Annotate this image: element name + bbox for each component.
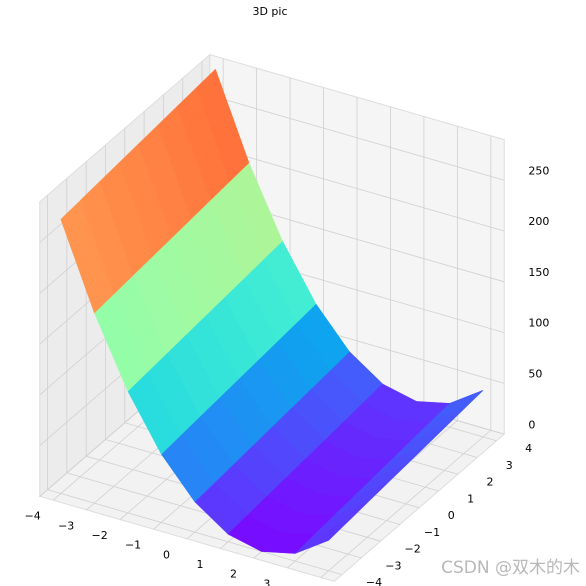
y-tick-label: 0 — [448, 509, 455, 522]
y-tick-label: 1 — [467, 492, 474, 505]
z-tick-label: 150 — [528, 266, 549, 279]
x-tick-label: −4 — [25, 510, 41, 523]
y-tick-label: 3 — [506, 459, 513, 472]
y-tick-label: 4 — [525, 442, 532, 455]
x-tick-label: 1 — [197, 558, 204, 571]
x-tick-label: −3 — [58, 519, 74, 532]
watermark: CSDN @双木的木 — [441, 558, 580, 578]
y-tick-label: −3 — [385, 559, 401, 572]
x-tick-label: −1 — [125, 539, 141, 552]
y-tick-label: −2 — [405, 543, 421, 556]
x-tick-label: 3 — [263, 577, 270, 586]
grid-line — [209, 94, 505, 181]
grid-line — [47, 489, 343, 576]
x-tick-label: 2 — [230, 568, 237, 581]
grid-line — [209, 145, 505, 232]
x-tick-label: −2 — [92, 529, 108, 542]
chart-title: 3D pic — [252, 5, 287, 18]
z-tick-label: 250 — [528, 164, 549, 177]
z-tick-label: 0 — [528, 418, 535, 431]
z-tick-label: 50 — [528, 368, 542, 381]
surface-cell — [294, 521, 349, 554]
surface-cell — [60, 200, 115, 314]
y-tick-label: −1 — [424, 526, 440, 539]
y-tick-label: 2 — [486, 476, 493, 489]
z-tick-label: 200 — [528, 215, 549, 228]
x-tick-label: 0 — [163, 548, 170, 561]
z-tick-label: 100 — [528, 317, 549, 330]
y-tick-label: −4 — [366, 576, 382, 586]
